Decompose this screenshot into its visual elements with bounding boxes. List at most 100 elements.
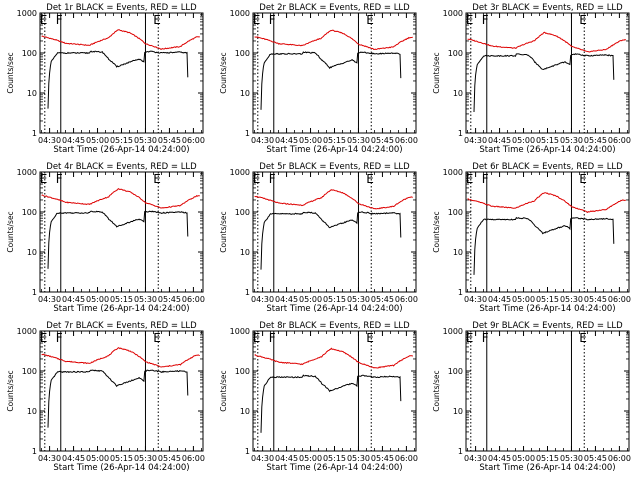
time-marker-label: E [153,13,161,27]
x-tick-label: 04:30 [464,295,487,304]
y-tick-label: 10 [453,407,463,416]
y-tick-label: 1000 [17,9,37,18]
x-axis-label: Start Time (26-Apr-14 04:24:00) [266,145,402,155]
y-tick-label: 1 [32,129,37,138]
time-marker-label: E [579,331,587,345]
y-tick-label: 100 [235,49,250,58]
x-tick-label: 05:00 [86,295,109,304]
x-tick-label: 05:45 [584,295,607,304]
y-tick-label: 10 [27,407,37,416]
x-tick-label: 06:00 [608,454,631,463]
x-tick-label: 05:15 [323,136,346,145]
x-axis-label: Start Time (26-Apr-14 04:24:00) [479,145,615,155]
time-marker-label: E [40,172,48,186]
time-marker-label: E [366,172,374,186]
x-tick-label: 04:30 [38,454,61,463]
x-tick-label: 04:30 [251,295,274,304]
y-tick-label: 100 [448,367,463,376]
time-marker-label: F [482,172,489,186]
y-tick-label: 100 [235,367,250,376]
x-tick-label: 05:00 [512,295,535,304]
panel-title: Det 7r BLACK = Events, RED = LLD [46,321,197,331]
x-tick-label: 04:30 [251,454,274,463]
x-tick-label: 05:30 [347,454,370,463]
y-axis-label: Counts/sec [219,370,228,411]
x-tick-label: 05:15 [323,454,346,463]
x-tick-label: 04:45 [275,454,298,463]
y-tick-label: 10 [27,89,37,98]
y-tick-label: 10 [453,248,463,257]
x-tick-label: 05:15 [110,454,133,463]
x-axis-label: Start Time (26-Apr-14 04:24:00) [266,304,402,314]
y-tick-label: 1000 [443,168,463,177]
y-tick-label: 100 [448,49,463,58]
lld-series-line [41,29,200,50]
events-series-line [260,211,402,270]
panel-title: Det 3r BLACK = Events, RED = LLD [472,3,623,13]
x-tick-label: 04:30 [464,136,487,145]
panel-title: Det 5r BLACK = Events, RED = LLD [259,162,410,172]
x-tick-label: 05:45 [584,454,607,463]
x-axis-label: Start Time (26-Apr-14 04:24:00) [479,463,615,473]
panel-det-3r: Det 3r BLACK = Events, RED = LLD 1 10 100 10… [432,3,631,155]
x-tick-label: 04:45 [488,295,511,304]
events-series-line [473,216,615,275]
time-marker-label: F [269,172,276,186]
lld-series-line [467,192,626,214]
y-axis-label: Counts/sec [432,370,441,411]
y-tick-label: 1000 [230,9,250,18]
x-tick-label: 04:30 [38,136,61,145]
y-tick-label: 100 [22,367,37,376]
panel-det-9r: Det 9r BLACK = Events, RED = LLD 1 10 100 10… [432,321,631,473]
y-axis-label: Counts/sec [432,211,441,252]
x-tick-label: 04:30 [464,454,487,463]
y-tick-label: 1 [245,288,250,297]
panel-title: Det 1r BLACK = Events, RED = LLD [46,3,197,13]
x-tick-label: 05:00 [86,454,109,463]
x-axis-label: Start Time (26-Apr-14 04:24:00) [53,145,189,155]
y-tick-label: 1 [245,447,250,456]
x-tick-label: 05:30 [347,295,370,304]
x-tick-label: 05:15 [536,454,559,463]
x-tick-label: 05:00 [299,295,322,304]
x-tick-label: 04:45 [488,454,511,463]
x-tick-label: 05:30 [560,136,583,145]
x-tick-label: 05:15 [110,136,133,145]
x-tick-label: 06:00 [182,295,205,304]
y-tick-label: 1 [458,288,463,297]
panel-det-2r: Det 2r BLACK = Events, RED = LLD 1 10 100 10… [219,3,418,155]
x-tick-label: 05:45 [371,136,394,145]
x-tick-label: 05:00 [299,136,322,145]
lld-series-line [254,29,413,51]
events-series-line [47,50,189,109]
events-series-line [47,369,189,428]
x-tick-label: 05:30 [134,136,157,145]
x-tick-label: 05:15 [323,295,346,304]
y-tick-label: 10 [240,89,250,98]
y-tick-label: 1000 [17,327,37,336]
y-axis-label: Counts/sec [219,211,228,252]
time-marker-label: F [56,172,63,186]
lld-series-line [254,189,413,210]
y-tick-label: 1 [458,129,463,138]
panel-det-8r: Det 8r BLACK = Events, RED = LLD 1 10 100 10… [219,321,418,473]
x-tick-label: 05:00 [512,136,535,145]
y-tick-label: 1000 [443,327,463,336]
time-marker-label: E [153,172,161,186]
plot-frame [252,330,417,452]
y-tick-label: 100 [22,49,37,58]
panel-det-4r: Det 4r BLACK = Events, RED = LLD 1 10 100 10… [6,162,205,314]
x-tick-label: 04:45 [488,136,511,145]
y-axis-label: Counts/sec [6,370,15,411]
time-marker-label: F [482,331,489,345]
x-tick-label: 04:45 [275,295,298,304]
x-tick-label: 06:00 [395,136,418,145]
y-tick-label: 10 [240,248,250,257]
x-tick-label: 05:45 [584,136,607,145]
y-tick-label: 100 [235,208,250,217]
y-tick-label: 1000 [230,327,250,336]
panel-title: Det 2r BLACK = Events, RED = LLD [259,3,410,13]
x-tick-label: 04:45 [62,295,85,304]
time-marker-label: F [56,331,63,345]
